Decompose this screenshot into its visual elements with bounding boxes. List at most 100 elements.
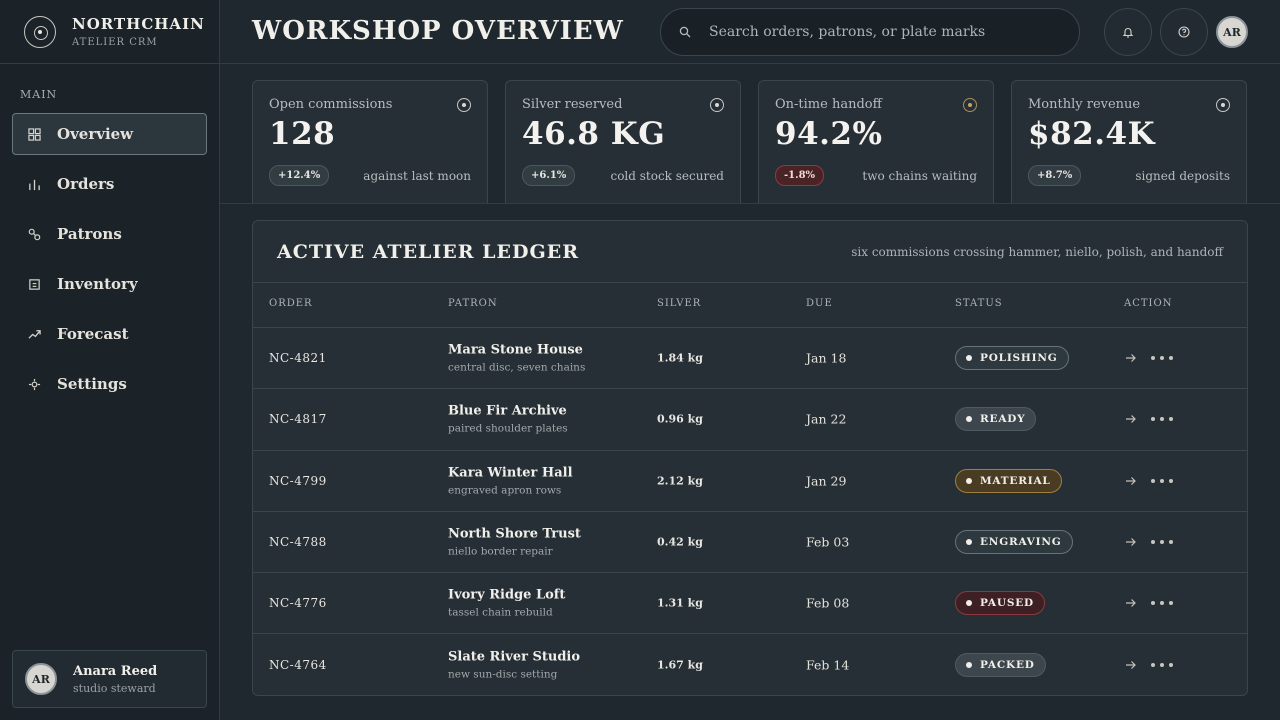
search-box[interactable] [660, 8, 1080, 56]
sidebar-nav: Overview Orders Patrons Inventory Foreca… [0, 113, 219, 405]
table-row[interactable]: NC-4821 Mara Stone House central disc, se… [253, 328, 1247, 390]
status-badge: ENGRAVING [955, 530, 1073, 555]
brand-logo-icon [24, 15, 56, 48]
target-icon [457, 98, 471, 112]
table-row[interactable]: NC-4799 Kara Winter Hall engraved apron r… [253, 451, 1247, 512]
patron-name: Slate River Studio [448, 649, 581, 665]
notifications-button[interactable] [1104, 8, 1152, 56]
search-input[interactable] [709, 24, 1039, 40]
nav-section-label: MAIN [20, 88, 58, 101]
column-header-due[interactable]: DUE [806, 298, 833, 309]
gear-icon [27, 377, 41, 391]
user-card[interactable]: AR Anara Reed studio steward [12, 650, 207, 708]
patron-note: niello border repair [448, 545, 553, 558]
silver-weight: 0.42 kg [657, 535, 703, 549]
patron-name: Kara Winter Hall [448, 465, 573, 481]
top-bar: WORKSHOP OVERVIEW AR [220, 0, 1280, 64]
column-header-status[interactable]: STATUS [955, 298, 1003, 309]
target-icon [1216, 98, 1230, 112]
patron-note: engraved apron rows [448, 484, 562, 497]
sidebar-item-overview[interactable]: Overview [12, 113, 207, 155]
more-options-icon[interactable] [1151, 540, 1178, 545]
more-options-icon[interactable] [1151, 356, 1178, 361]
table-row[interactable]: NC-4764 Slate River Studio new sun-disc s… [253, 634, 1247, 695]
bars-icon [27, 177, 41, 191]
stat-card-open-commissions: Open commissions 128 +12.4% against last… [252, 80, 488, 203]
patron-name: Blue Fir Archive [448, 403, 567, 419]
sidebar-item-label: Patrons [57, 225, 122, 243]
patron-name: Ivory Ridge Loft [448, 587, 566, 603]
order-id: NC-4764 [269, 658, 327, 673]
due-date: Jan 18 [806, 350, 847, 366]
due-date: Feb 03 [806, 534, 850, 550]
stat-note: two chains waiting [862, 168, 977, 183]
column-header-action: ACTION [1124, 298, 1173, 309]
silver-weight: 1.31 kg [657, 596, 703, 610]
stat-value: $82.4K [1028, 116, 1156, 152]
order-id: NC-4799 [269, 473, 327, 488]
patron-name: North Shore Trust [448, 526, 581, 542]
open-arrow-icon[interactable] [1125, 659, 1137, 671]
page-title: WORKSHOP OVERVIEW [252, 16, 624, 46]
sidebar-item-settings[interactable]: Settings [12, 363, 207, 405]
order-id: NC-4821 [269, 351, 327, 366]
status-badge: PAUSED [955, 591, 1045, 616]
patron-note: tassel chain rebuild [448, 606, 553, 619]
help-button[interactable] [1160, 8, 1208, 56]
user-name: Anara Reed [73, 663, 158, 679]
open-arrow-icon[interactable] [1125, 352, 1137, 364]
column-header-silver[interactable]: SILVER [657, 298, 702, 309]
target-icon [963, 98, 977, 112]
column-header-patron[interactable]: PATRON [448, 298, 498, 309]
status-badge: POLISHING [955, 346, 1069, 371]
ledger-title: ACTIVE ATELIER LEDGER [277, 240, 580, 263]
more-options-icon[interactable] [1151, 417, 1178, 422]
open-arrow-icon[interactable] [1125, 597, 1137, 609]
open-arrow-icon[interactable] [1125, 536, 1137, 548]
patron-note: new sun-disc setting [448, 668, 558, 681]
order-id: NC-4788 [269, 535, 327, 550]
table-row[interactable]: NC-4776 Ivory Ridge Loft tassel chain reb… [253, 573, 1247, 635]
avatar: AR [25, 663, 57, 695]
link-icon [27, 227, 41, 241]
more-options-icon[interactable] [1151, 663, 1178, 668]
sidebar-item-orders[interactable]: Orders [12, 163, 207, 205]
brand-name: NORTHCHAIN [72, 15, 205, 33]
table-row[interactable]: NC-4788 North Shore Trust niello border r… [253, 512, 1247, 574]
ledger-subtitle: six commissions crossing hammer, niello,… [851, 244, 1223, 259]
stat-label: Open commissions [269, 97, 393, 112]
stat-card-on-time-handoff: On-time handoff 94.2% -1.8% two chains w… [758, 80, 994, 203]
open-arrow-icon[interactable] [1125, 475, 1137, 487]
more-options-icon[interactable] [1151, 478, 1178, 483]
table-row[interactable]: NC-4817 Blue Fir Archive paired shoulder … [253, 389, 1247, 451]
search-icon [679, 26, 691, 38]
due-date: Feb 14 [806, 657, 850, 673]
open-arrow-icon[interactable] [1125, 413, 1137, 425]
stat-delta: -1.8% [775, 165, 825, 186]
divider [220, 203, 1280, 204]
sidebar: NORTHCHAIN ATELIER CRM MAIN Overview Ord… [0, 0, 220, 720]
sidebar-item-label: Orders [57, 175, 115, 193]
stat-note: against last moon [363, 168, 471, 183]
silver-weight: 1.84 kg [657, 351, 703, 365]
status-badge: READY [955, 407, 1037, 432]
stat-note: cold stock secured [610, 168, 724, 183]
due-date: Jan 22 [806, 411, 847, 427]
stat-delta: +12.4% [269, 165, 330, 186]
status-badge: MATERIAL [955, 468, 1062, 493]
sidebar-item-label: Forecast [57, 325, 129, 343]
trend-icon [27, 327, 41, 341]
bell-icon [1122, 28, 1134, 38]
column-header-order[interactable]: ORDER [269, 298, 313, 309]
sidebar-item-inventory[interactable]: Inventory [12, 263, 207, 305]
due-date: Feb 08 [806, 595, 850, 611]
sidebar-item-forecast[interactable]: Forecast [12, 313, 207, 355]
stat-delta: +8.7% [1028, 165, 1082, 186]
sidebar-item-label: Inventory [57, 275, 138, 293]
more-options-icon[interactable] [1151, 601, 1178, 606]
stat-label: On-time handoff [775, 97, 882, 112]
table-header: ORDER PATRON SILVER DUE STATUS ACTION [253, 283, 1247, 328]
stat-value: 46.8 KG [522, 116, 666, 152]
profile-avatar[interactable]: AR [1216, 16, 1248, 48]
sidebar-item-patrons[interactable]: Patrons [12, 213, 207, 255]
